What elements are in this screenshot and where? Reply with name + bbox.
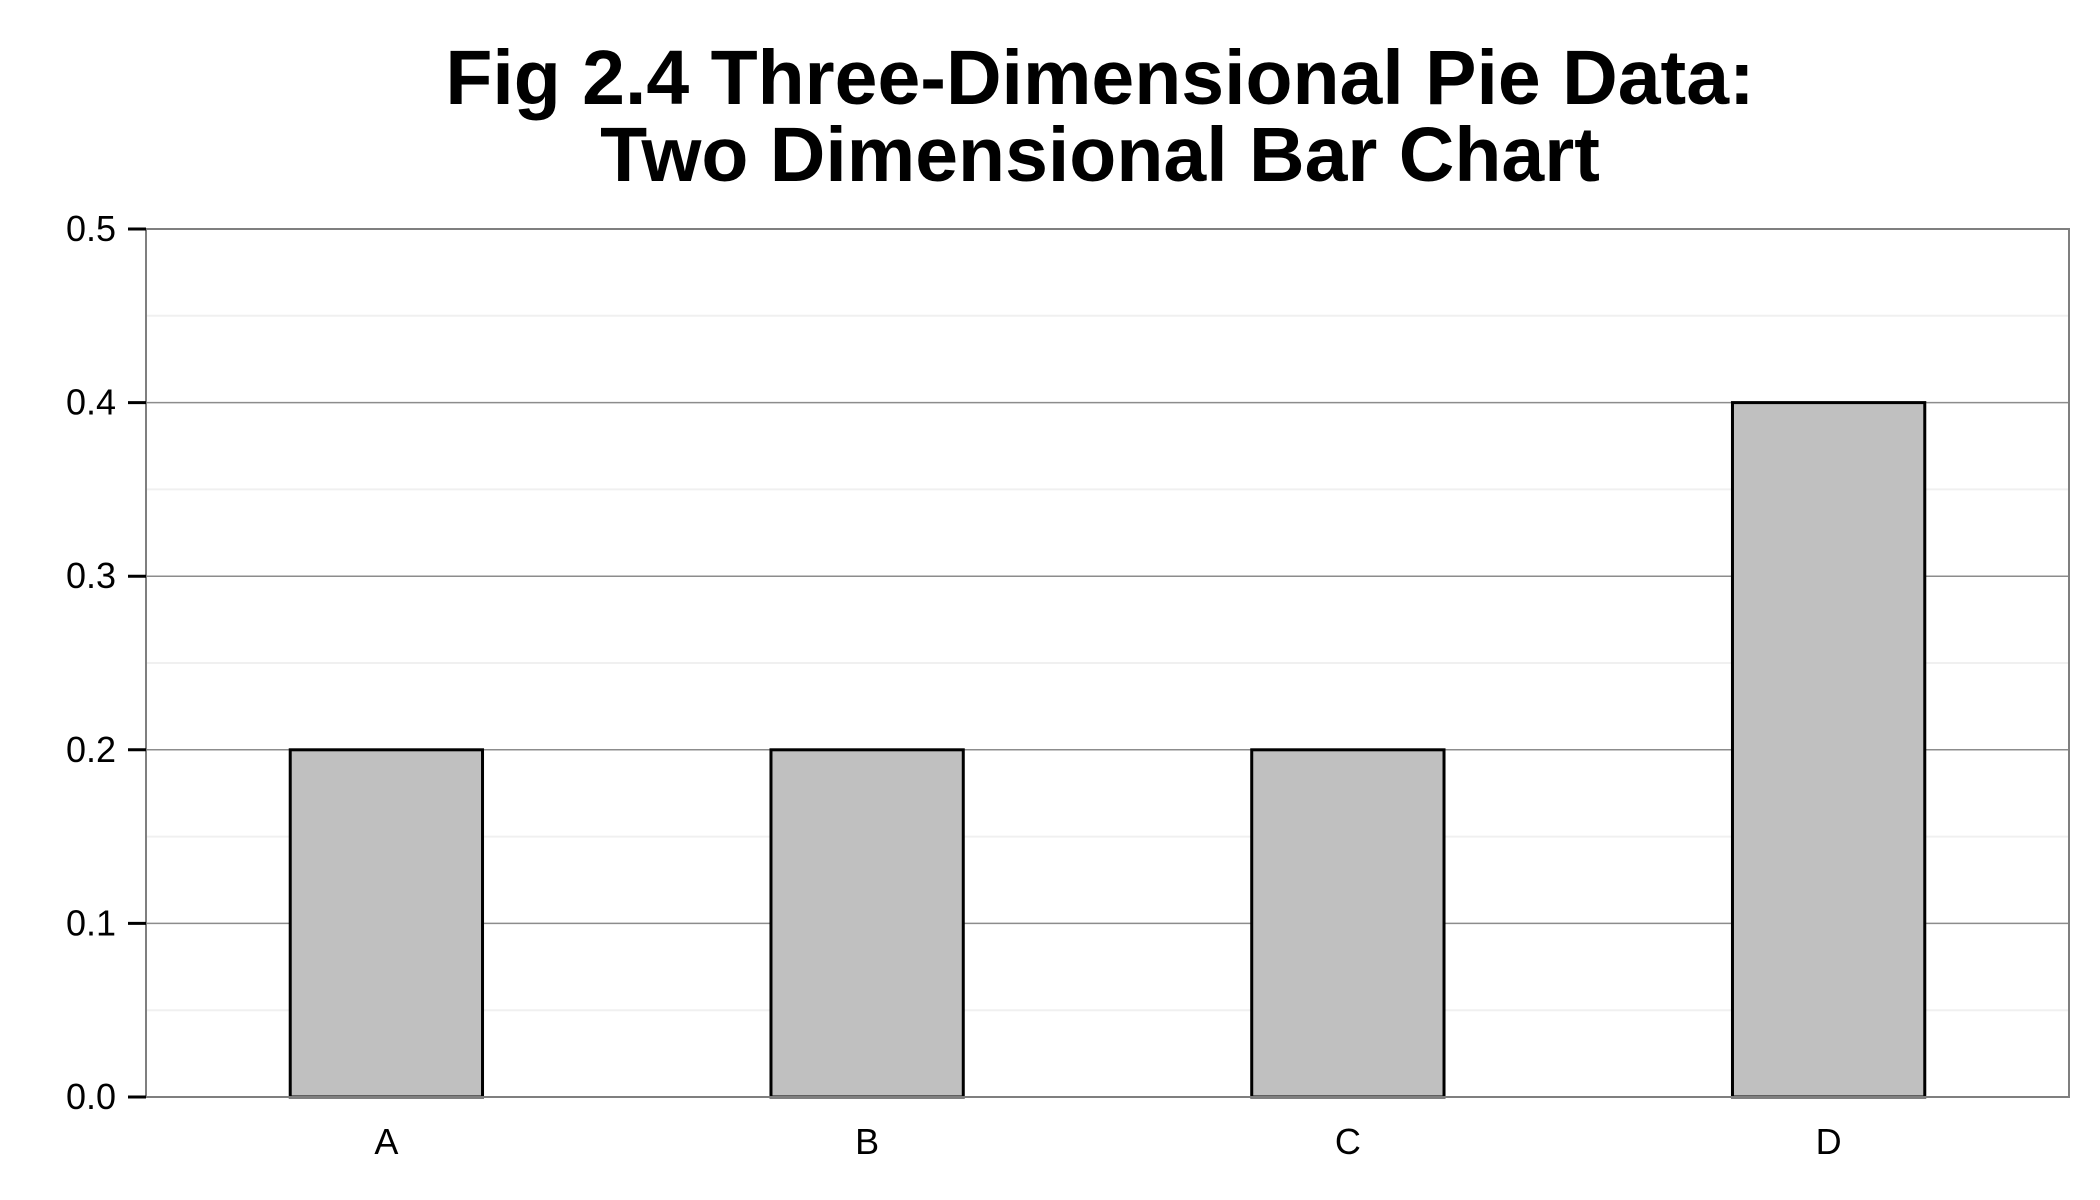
chart-title: Fig 2.4 Three-Dimensional Pie Data:: [445, 35, 1755, 121]
y-tick-label: 0.4: [66, 382, 116, 423]
y-tick-label: 0.3: [66, 555, 116, 596]
x-tick-label-d: D: [1816, 1121, 1842, 1162]
bars: [288, 401, 1927, 1099]
bar-b: [769, 748, 965, 1099]
x-axis: A B C D: [374, 1121, 1842, 1162]
chart-subtitle: Two Dimensional Bar Chart: [600, 112, 1600, 198]
x-tick-label-c: C: [1335, 1121, 1361, 1162]
y-axis: 0.0 0.1 0.2 0.3 0.4 0.5: [66, 208, 146, 1117]
bar-a: [288, 748, 485, 1099]
plot-panel-border: [145, 228, 2070, 1098]
x-tick-label-a: A: [374, 1121, 398, 1162]
x-tick-label-b: B: [855, 1121, 879, 1162]
y-tick-label: 0.0: [66, 1076, 116, 1117]
y-tick-label: 0.2: [66, 729, 116, 770]
bar-c: [1250, 748, 1446, 1099]
bar-d: [1730, 401, 1927, 1099]
y-tick-label: 0.1: [66, 902, 116, 943]
y-tick-label: 0.5: [66, 208, 116, 249]
